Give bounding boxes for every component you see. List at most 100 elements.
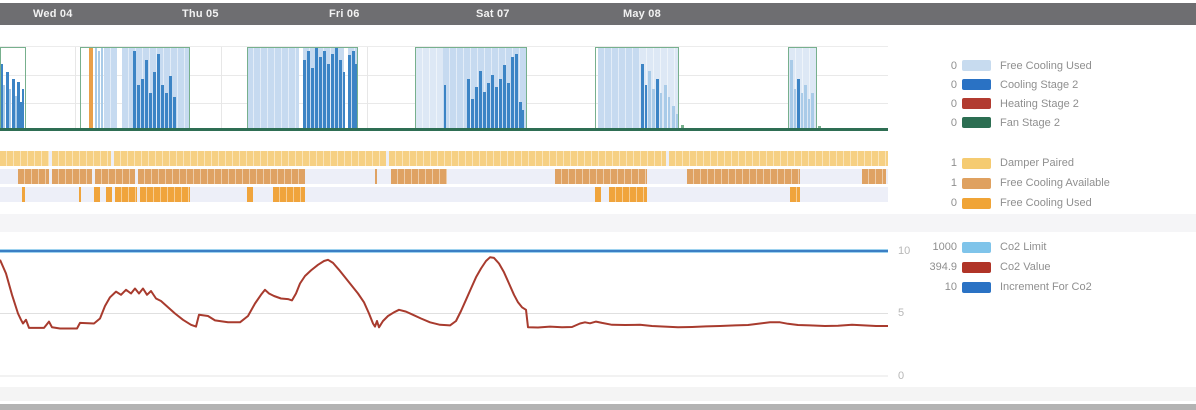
legend-label: Heating Stage 2 bbox=[1000, 97, 1079, 110]
free-cooling-bar bbox=[668, 97, 670, 131]
cooling-stage2-bar bbox=[797, 78, 800, 131]
cooling-stage2-bar bbox=[149, 93, 152, 131]
cooling-stage2-bar bbox=[343, 72, 345, 131]
legend-group-2: 1000 Co2 Limit 394.9 Co2 Value 10 Increment F… bbox=[905, 237, 1190, 297]
band-segment bbox=[609, 187, 647, 202]
legend-item-free-cooling-used[interactable]: 0 Free Cooling Used bbox=[905, 56, 1190, 75]
stage-chart-plot[interactable] bbox=[0, 46, 888, 131]
cooling-stage2-bar bbox=[475, 87, 478, 131]
cooling-stage2-bar bbox=[348, 55, 351, 131]
fan-stage2-on-box bbox=[0, 47, 26, 131]
legend-value: 394.9 bbox=[929, 261, 957, 273]
cooling-stage2-bar bbox=[444, 84, 446, 131]
cooling-stage2-bar bbox=[483, 91, 486, 131]
cooling-stage2-bar bbox=[499, 78, 502, 131]
cooling-stage2-bar bbox=[145, 59, 148, 131]
cooling-stage2-bar bbox=[331, 53, 334, 131]
cooling-stage2-bar bbox=[133, 51, 136, 131]
band-segment bbox=[114, 151, 386, 166]
free-cooling-bar bbox=[664, 84, 667, 131]
legend-swatch-icon bbox=[962, 79, 991, 90]
free-cooling-bar bbox=[98, 51, 100, 131]
timeline-header[interactable]: Wed 04 Thu 05 Fri 06 Sat 07 May 08 bbox=[0, 3, 1196, 25]
legend-item-free-cooling-available[interactable]: 1 Free Cooling Available bbox=[905, 173, 1190, 193]
bottom-scroll-bar[interactable] bbox=[0, 404, 1196, 410]
band-segment bbox=[669, 151, 888, 166]
legend-item-increment-for-co2[interactable]: 10 Increment For Co2 bbox=[905, 277, 1190, 297]
band-segment bbox=[18, 169, 49, 184]
cooling-stage2-bar bbox=[641, 63, 644, 131]
legend-label: Free Cooling Available bbox=[1000, 177, 1110, 189]
cooling-stage2-bar bbox=[169, 76, 172, 131]
legend-label: Co2 Limit bbox=[1000, 241, 1047, 253]
band-segment bbox=[52, 151, 111, 166]
legend-value: 1 bbox=[950, 177, 957, 189]
co2-chart-plot[interactable] bbox=[0, 233, 888, 388]
section-separator bbox=[0, 214, 1196, 232]
cooling-stage2-bar bbox=[327, 63, 330, 131]
free-cooling-bar bbox=[672, 105, 675, 131]
band-segment bbox=[0, 151, 49, 166]
band-segment bbox=[22, 187, 25, 202]
legend-item-co2-limit[interactable]: 1000 Co2 Limit bbox=[905, 237, 1190, 257]
band-segment bbox=[389, 151, 666, 166]
cooling-stage2-bar bbox=[645, 84, 647, 131]
legend-swatch-icon bbox=[962, 241, 991, 253]
band-segment bbox=[375, 169, 377, 184]
legend-swatch-icon bbox=[962, 157, 991, 169]
cooling-stage2-bar bbox=[522, 110, 524, 131]
legend-value: 0 bbox=[950, 116, 957, 129]
cooling-stage2-bar bbox=[0, 63, 3, 131]
day-gridline bbox=[75, 47, 76, 131]
legend-value: 0 bbox=[950, 97, 957, 110]
fan-stage2-on-box bbox=[595, 47, 679, 131]
free-cooling-bar bbox=[95, 47, 97, 131]
cooling-stage2-bar bbox=[165, 93, 168, 131]
cooling-stage2-bar bbox=[479, 70, 482, 131]
legend-item-cooling-stage-2[interactable]: 0 Cooling Stage 2 bbox=[905, 75, 1190, 94]
legend-value: 1 bbox=[950, 157, 957, 169]
band-segment bbox=[79, 187, 81, 202]
band-segment bbox=[52, 169, 92, 184]
cooling-stage2-bar bbox=[20, 101, 22, 131]
band-segment bbox=[138, 169, 305, 184]
legend-item-damper-paired[interactable]: 1 Damper Paired bbox=[905, 153, 1190, 173]
y-axis-tick: 0 bbox=[898, 370, 905, 382]
legend-value: 1000 bbox=[932, 241, 957, 253]
legend-value: 0 bbox=[950, 59, 957, 72]
legend-item-co2-value[interactable]: 394.9 Co2 Value bbox=[905, 257, 1190, 277]
legend-item-free-cooling-used[interactable]: 0 Free Cooling Used bbox=[905, 193, 1190, 213]
band-segment bbox=[273, 187, 305, 202]
cooling-stage2-bar bbox=[311, 68, 314, 131]
band-segment bbox=[95, 169, 135, 184]
legend-swatch-icon bbox=[962, 60, 991, 71]
free-cooling-bar bbox=[676, 114, 678, 131]
fan-stage2-on-box bbox=[415, 47, 527, 131]
legend-label: Increment For Co2 bbox=[1000, 281, 1092, 293]
free-cooling-bar bbox=[15, 95, 17, 131]
legend-item-fan-stage-2[interactable]: 0 Fan Stage 2 bbox=[905, 113, 1190, 132]
band-segment bbox=[391, 169, 447, 184]
day-label: Sat 07 bbox=[476, 8, 510, 20]
cooling-stage2-bar bbox=[471, 99, 474, 131]
legend-label: Damper Paired bbox=[1000, 157, 1074, 169]
legend-swatch-icon bbox=[962, 177, 991, 189]
cooling-stage2-bar bbox=[173, 97, 176, 131]
band-segment bbox=[687, 169, 800, 184]
band-segment bbox=[115, 187, 137, 202]
band-segment bbox=[595, 187, 601, 202]
free-cooling-used-block bbox=[416, 47, 443, 131]
free-cooling-bar bbox=[101, 47, 103, 131]
band-row-free-cooling-available bbox=[0, 169, 888, 184]
legend-label: Cooling Stage 2 bbox=[1000, 78, 1079, 91]
cooling-stage2-bar bbox=[17, 82, 20, 131]
cooling-stage2-bar bbox=[141, 78, 144, 131]
day-label: May 08 bbox=[623, 8, 661, 20]
free-cooling-bar bbox=[790, 59, 793, 131]
day-label: Thu 05 bbox=[182, 8, 219, 20]
legend-item-heating-stage-2[interactable]: 0 Heating Stage 2 bbox=[905, 94, 1190, 113]
cooling-stage2-bar bbox=[503, 65, 506, 131]
day-label: Wed 04 bbox=[33, 8, 73, 20]
cooling-stage2-bar bbox=[507, 83, 510, 131]
free-cooling-bar bbox=[801, 93, 803, 131]
